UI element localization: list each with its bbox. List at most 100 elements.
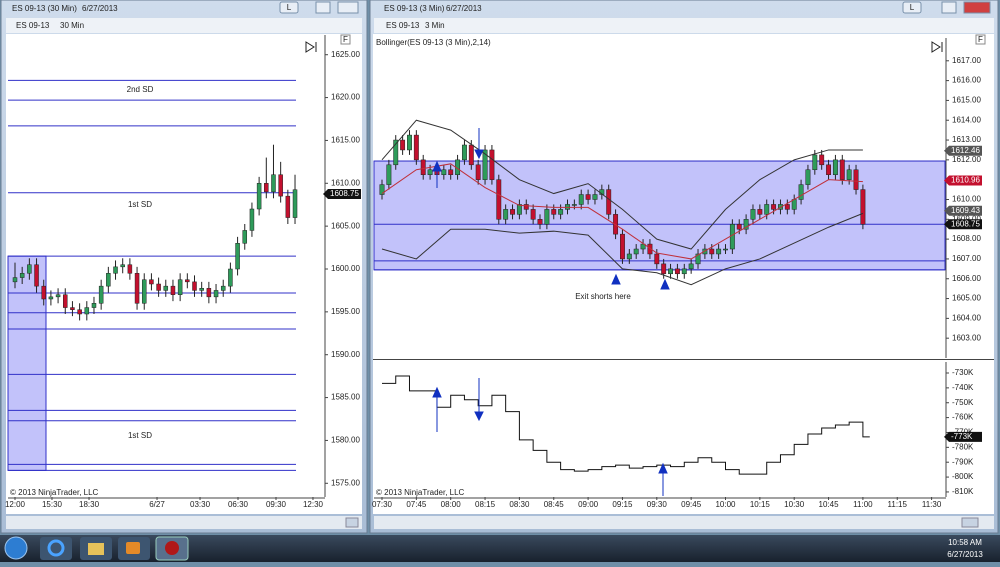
candle-body: [626, 253, 632, 260]
x-tick-label: 10:30: [784, 500, 805, 509]
x-tick-label: 10:15: [750, 500, 771, 509]
x-tick-label: 10:45: [819, 500, 840, 509]
candle-body: [633, 248, 639, 255]
y-tick-label: -740K: [952, 383, 974, 392]
price-flag-label: 1612.46: [951, 146, 980, 155]
candle-body: [839, 159, 845, 180]
zone: [7, 255, 47, 471]
clock-date[interactable]: 6/27/2013: [947, 550, 983, 559]
start-button[interactable]: [4, 536, 28, 560]
instrument-selector[interactable]: ES 09-13: [16, 21, 50, 30]
scroll-thumb[interactable]: [345, 517, 359, 528]
y-tick-label: 1614.00: [952, 115, 981, 124]
maximize-button[interactable]: [941, 1, 957, 14]
y-tick-label: 1605.00: [952, 294, 981, 303]
candle-body: [413, 134, 419, 161]
y-tick-label: 1604.00: [952, 313, 981, 322]
interval-selector[interactable]: 3 Min: [425, 21, 445, 30]
candle-body: [228, 268, 233, 287]
y-tick-label: 1617.00: [952, 56, 981, 65]
candle-body: [523, 204, 529, 210]
candle-body: [249, 208, 255, 231]
step-line: [382, 375, 870, 475]
candle-body: [530, 209, 536, 220]
candle-body: [19, 273, 25, 278]
candle-body: [91, 303, 97, 308]
candle-body: [386, 164, 392, 185]
candle-body: [177, 279, 183, 295]
link-button[interactable]: [902, 1, 922, 14]
candle-body: [592, 194, 598, 200]
candle-body: [12, 277, 18, 283]
candle-body: [516, 204, 522, 215]
close-button[interactable]: [963, 1, 991, 14]
candle-body: [647, 243, 653, 255]
candle-body: [441, 169, 447, 175]
x-tick-label: 12:30: [303, 500, 324, 509]
maximize-button[interactable]: [315, 1, 331, 14]
close-button[interactable]: [337, 1, 359, 14]
x-tick-label: 18:30: [79, 500, 100, 509]
taskbar: 10:58 AM 6/27/2013: [0, 535, 1000, 562]
candle-body: [757, 209, 763, 215]
interval-selector[interactable]: 30 Min: [60, 21, 84, 30]
link-button[interactable]: [279, 1, 299, 14]
axis-button-label: F: [343, 35, 348, 44]
y-tick-label: 1610.00: [331, 178, 360, 187]
candle-body: [149, 279, 154, 285]
x-tick-label: 08:45: [544, 500, 565, 509]
candle-body: [571, 204, 577, 206]
y-tick-label: 1612.00: [952, 155, 981, 164]
candle-body: [846, 169, 852, 180]
x-tick-label: 09:15: [612, 500, 633, 509]
candle-body: [292, 189, 298, 218]
y-tick-label: 1615.00: [952, 96, 981, 105]
candle-body: [585, 194, 591, 200]
candle-body: [482, 149, 488, 180]
scrollbar[interactable]: [374, 516, 994, 529]
scroll-end-icon[interactable]: [305, 41, 317, 53]
axis-button[interactable]: [340, 34, 351, 45]
y-tick-label: -790K: [952, 457, 974, 466]
candle-body: [510, 209, 515, 215]
clock-time[interactable]: 10:58 AM: [948, 538, 982, 547]
candle-body: [256, 183, 262, 210]
scroll-end-icon[interactable]: [931, 41, 943, 53]
app-icon[interactable]: [40, 537, 72, 560]
y-tick-label: 1585.00: [331, 393, 360, 402]
candle-body: [729, 224, 735, 250]
candle-body: [544, 209, 550, 225]
instrument-selector[interactable]: ES 09-13: [386, 21, 420, 30]
y-tick-label: 1609.00: [952, 214, 981, 223]
candle-body: [654, 253, 660, 265]
candle-body: [661, 263, 667, 275]
scrollbar[interactable]: [6, 516, 362, 529]
price-flag: [944, 175, 982, 186]
candle-body: [393, 139, 399, 166]
scroll-thumb[interactable]: [961, 517, 979, 528]
x-tick-label: 07:30: [372, 500, 393, 509]
candle-body: [723, 248, 728, 251]
candle-body: [400, 139, 406, 151]
candle-body: [120, 264, 125, 268]
y-tick-label: 1603.00: [952, 333, 981, 342]
y-tick-label: -780K: [952, 442, 974, 451]
candle-body: [668, 268, 673, 275]
chart-area: [6, 34, 362, 514]
candle-body: [784, 204, 790, 210]
y-tick-label: 1605.00: [331, 221, 360, 230]
y-tick-label: -760K: [952, 413, 974, 422]
candle-body: [407, 134, 412, 151]
axis-button[interactable]: [975, 34, 986, 45]
toolbar: [374, 18, 994, 33]
x-tick-label: 10:00: [715, 500, 736, 509]
window-date: 6/27/2013: [446, 4, 482, 13]
link-button-label: L: [910, 3, 915, 12]
bollinger-upper: [381, 119, 863, 250]
candle-body: [264, 183, 269, 193]
y-tick-label: 1608.00: [952, 234, 981, 243]
candle-body: [537, 219, 543, 225]
price-flag-label: 1608.75: [330, 189, 359, 198]
window-title: ES 09-13 (30 Min): [12, 4, 77, 13]
left-window: ES 09-13 (30 Min) 6/27/2013 L ES 09-13 3…: [0, 0, 368, 534]
